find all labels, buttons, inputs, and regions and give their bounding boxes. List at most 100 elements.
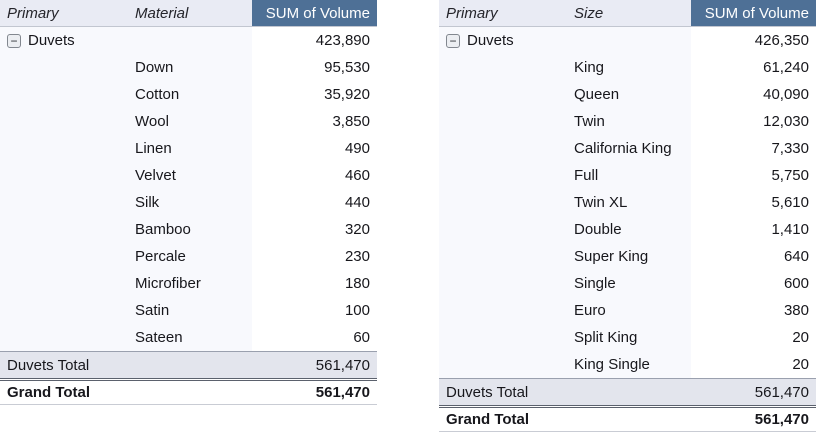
grand-total-value-cell[interactable]: 561,470 [315, 384, 370, 401]
row-label-cell[interactable]: Down [128, 54, 252, 81]
row-label-cell[interactable]: King [567, 54, 691, 81]
total-value-cell[interactable]: 561,470 [754, 383, 809, 401]
row-value-cell[interactable]: 490 [344, 140, 370, 157]
table-row: Bamboo 320 [0, 216, 377, 243]
total-value-cell[interactable]: 561,470 [315, 356, 370, 374]
total-label-cell[interactable]: Duvets Total [7, 356, 90, 374]
row-label-cell[interactable]: Silk [128, 189, 252, 216]
column-header-sum-of-volume[interactable]: SUM of Volume [252, 0, 377, 26]
row-label-cell[interactable]: Double [567, 216, 691, 243]
pivot-table-by-size: Primary Size SUM of Volume − Duvets 426,… [439, 0, 816, 432]
empty-primary-cell[interactable] [0, 216, 128, 243]
group-label-cell[interactable]: − Duvets [439, 27, 567, 54]
empty-primary-cell[interactable] [0, 189, 128, 216]
row-value-cell[interactable]: 7,330 [771, 140, 809, 157]
row-label-cell[interactable]: Cotton [128, 81, 252, 108]
row-value-cell[interactable]: 12,030 [763, 113, 809, 130]
row-value-cell[interactable]: 40,090 [763, 86, 809, 103]
row-label-cell[interactable]: Super King [567, 243, 691, 270]
header-row: Primary Material SUM of Volume [0, 0, 377, 27]
row-value-cell[interactable]: 230 [344, 248, 370, 265]
row-label-cell[interactable]: Linen [128, 135, 252, 162]
row-value-cell[interactable]: 380 [783, 302, 809, 319]
row-value-cell[interactable]: 440 [344, 194, 370, 211]
row-value-cell[interactable]: 640 [783, 248, 809, 265]
row-value-cell[interactable]: 180 [344, 275, 370, 292]
row-value-cell[interactable]: 460 [344, 167, 370, 184]
row-value-cell[interactable]: 320 [344, 221, 370, 238]
row-value-cell[interactable]: 5,750 [771, 167, 809, 184]
row-value-cell[interactable]: 35,920 [324, 86, 370, 103]
row-label-cell[interactable]: Split King [567, 324, 691, 351]
column-header-primary[interactable]: Primary [439, 0, 567, 26]
table-row: Cotton 35,920 [0, 81, 377, 108]
group-value-cell[interactable]: 426,350 [754, 32, 809, 49]
empty-primary-cell[interactable] [0, 108, 128, 135]
empty-primary-cell[interactable] [439, 135, 567, 162]
row-value-cell[interactable]: 3,850 [332, 113, 370, 130]
row-label-cell[interactable]: Sateen [128, 324, 252, 351]
group-value-cell[interactable]: 423,890 [315, 32, 370, 49]
row-value-cell[interactable]: 61,240 [763, 59, 809, 76]
empty-primary-cell[interactable] [0, 297, 128, 324]
empty-primary-cell[interactable] [0, 243, 128, 270]
row-label-cell[interactable]: Wool [128, 108, 252, 135]
row-value-cell[interactable]: 5,610 [771, 194, 809, 211]
empty-primary-cell[interactable] [439, 270, 567, 297]
collapse-group-button[interactable]: − [7, 33, 21, 48]
table-row: King Single 20 [439, 351, 816, 378]
row-label-cell[interactable]: Twin [567, 108, 691, 135]
empty-primary-cell[interactable] [439, 351, 567, 378]
table-row: Full 5,750 [439, 162, 816, 189]
row-label-cell[interactable]: Bamboo [128, 216, 252, 243]
group-label-cell[interactable]: − Duvets [0, 27, 128, 54]
empty-cell[interactable] [128, 27, 252, 54]
empty-primary-cell[interactable] [439, 81, 567, 108]
row-value-cell[interactable]: 20 [792, 329, 809, 346]
grand-total-label-cell[interactable]: Grand Total [7, 384, 91, 401]
row-value-cell[interactable]: 1,410 [771, 221, 809, 238]
row-value-cell[interactable]: 60 [353, 329, 370, 346]
column-header-material[interactable]: Material [128, 0, 252, 26]
table-row: Linen 490 [0, 135, 377, 162]
table-row: Twin XL 5,610 [439, 189, 816, 216]
empty-primary-cell[interactable] [0, 162, 128, 189]
row-label-cell[interactable]: California King [567, 135, 691, 162]
row-label-cell[interactable]: Percale [128, 243, 252, 270]
row-value-cell[interactable]: 100 [344, 302, 370, 319]
empty-primary-cell[interactable] [439, 108, 567, 135]
empty-primary-cell[interactable] [0, 54, 128, 81]
empty-primary-cell[interactable] [0, 270, 128, 297]
column-header-primary[interactable]: Primary [0, 0, 128, 26]
empty-primary-cell[interactable] [439, 54, 567, 81]
column-header-sum-of-volume[interactable]: SUM of Volume [691, 0, 816, 26]
row-value-cell[interactable]: 600 [783, 275, 809, 292]
row-label-cell[interactable]: Queen [567, 81, 691, 108]
empty-cell[interactable] [567, 27, 691, 54]
row-label-cell[interactable]: Microfiber [128, 270, 252, 297]
row-label-cell[interactable]: Satin [128, 297, 252, 324]
total-label-cell[interactable]: Duvets Total [446, 383, 529, 401]
row-label-cell[interactable]: King Single [567, 351, 691, 378]
grand-total-label-cell[interactable]: Grand Total [446, 411, 530, 428]
group-total-row: Duvets Total 561,470 [0, 351, 377, 378]
row-label-cell[interactable]: Full [567, 162, 691, 189]
row-value-cell[interactable]: 20 [792, 356, 809, 373]
empty-primary-cell[interactable] [0, 135, 128, 162]
row-label-cell[interactable]: Twin XL [567, 189, 691, 216]
empty-primary-cell[interactable] [439, 162, 567, 189]
empty-primary-cell[interactable] [439, 297, 567, 324]
empty-primary-cell[interactable] [439, 243, 567, 270]
row-label-cell[interactable]: Euro [567, 297, 691, 324]
empty-primary-cell[interactable] [439, 189, 567, 216]
empty-primary-cell[interactable] [439, 324, 567, 351]
row-label-cell[interactable]: Single [567, 270, 691, 297]
grand-total-value-cell[interactable]: 561,470 [754, 411, 809, 428]
row-label-cell[interactable]: Velvet [128, 162, 252, 189]
empty-primary-cell[interactable] [0, 81, 128, 108]
collapse-group-button[interactable]: − [446, 33, 460, 48]
empty-primary-cell[interactable] [439, 216, 567, 243]
row-value-cell[interactable]: 95,530 [324, 59, 370, 76]
column-header-size[interactable]: Size [567, 0, 691, 26]
empty-primary-cell[interactable] [0, 324, 128, 351]
